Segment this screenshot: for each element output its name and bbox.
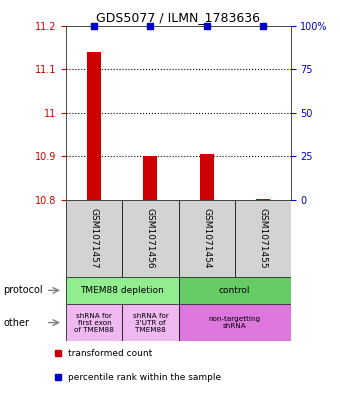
Title: GDS5077 / ILMN_1783636: GDS5077 / ILMN_1783636: [97, 11, 260, 24]
Text: protocol: protocol: [3, 285, 43, 296]
Text: other: other: [3, 318, 29, 328]
Bar: [66, 200, 122, 277]
Text: GSM1071454: GSM1071454: [202, 208, 211, 269]
Bar: [235, 200, 291, 277]
Bar: [143, 156, 157, 200]
Text: shRNA for
first exon
of TMEM88: shRNA for first exon of TMEM88: [74, 312, 114, 332]
Text: GSM1071455: GSM1071455: [258, 208, 267, 269]
Bar: [178, 304, 291, 341]
Text: control: control: [219, 286, 250, 295]
Bar: [178, 200, 235, 277]
Bar: [87, 52, 101, 200]
Bar: [178, 277, 291, 304]
Text: GSM1071457: GSM1071457: [90, 208, 99, 269]
Text: non-targetting
shRNA: non-targetting shRNA: [208, 316, 261, 329]
Bar: [122, 200, 178, 277]
Text: percentile rank within the sample: percentile rank within the sample: [68, 373, 221, 382]
Text: TMEM88 depletion: TMEM88 depletion: [81, 286, 164, 295]
Bar: [66, 277, 178, 304]
Text: transformed count: transformed count: [68, 349, 152, 358]
Bar: [256, 199, 270, 200]
Bar: [122, 304, 178, 341]
Text: shRNA for
3'UTR of
TMEM88: shRNA for 3'UTR of TMEM88: [133, 312, 168, 332]
Text: GSM1071456: GSM1071456: [146, 208, 155, 269]
Bar: [200, 154, 214, 200]
Bar: [66, 304, 122, 341]
